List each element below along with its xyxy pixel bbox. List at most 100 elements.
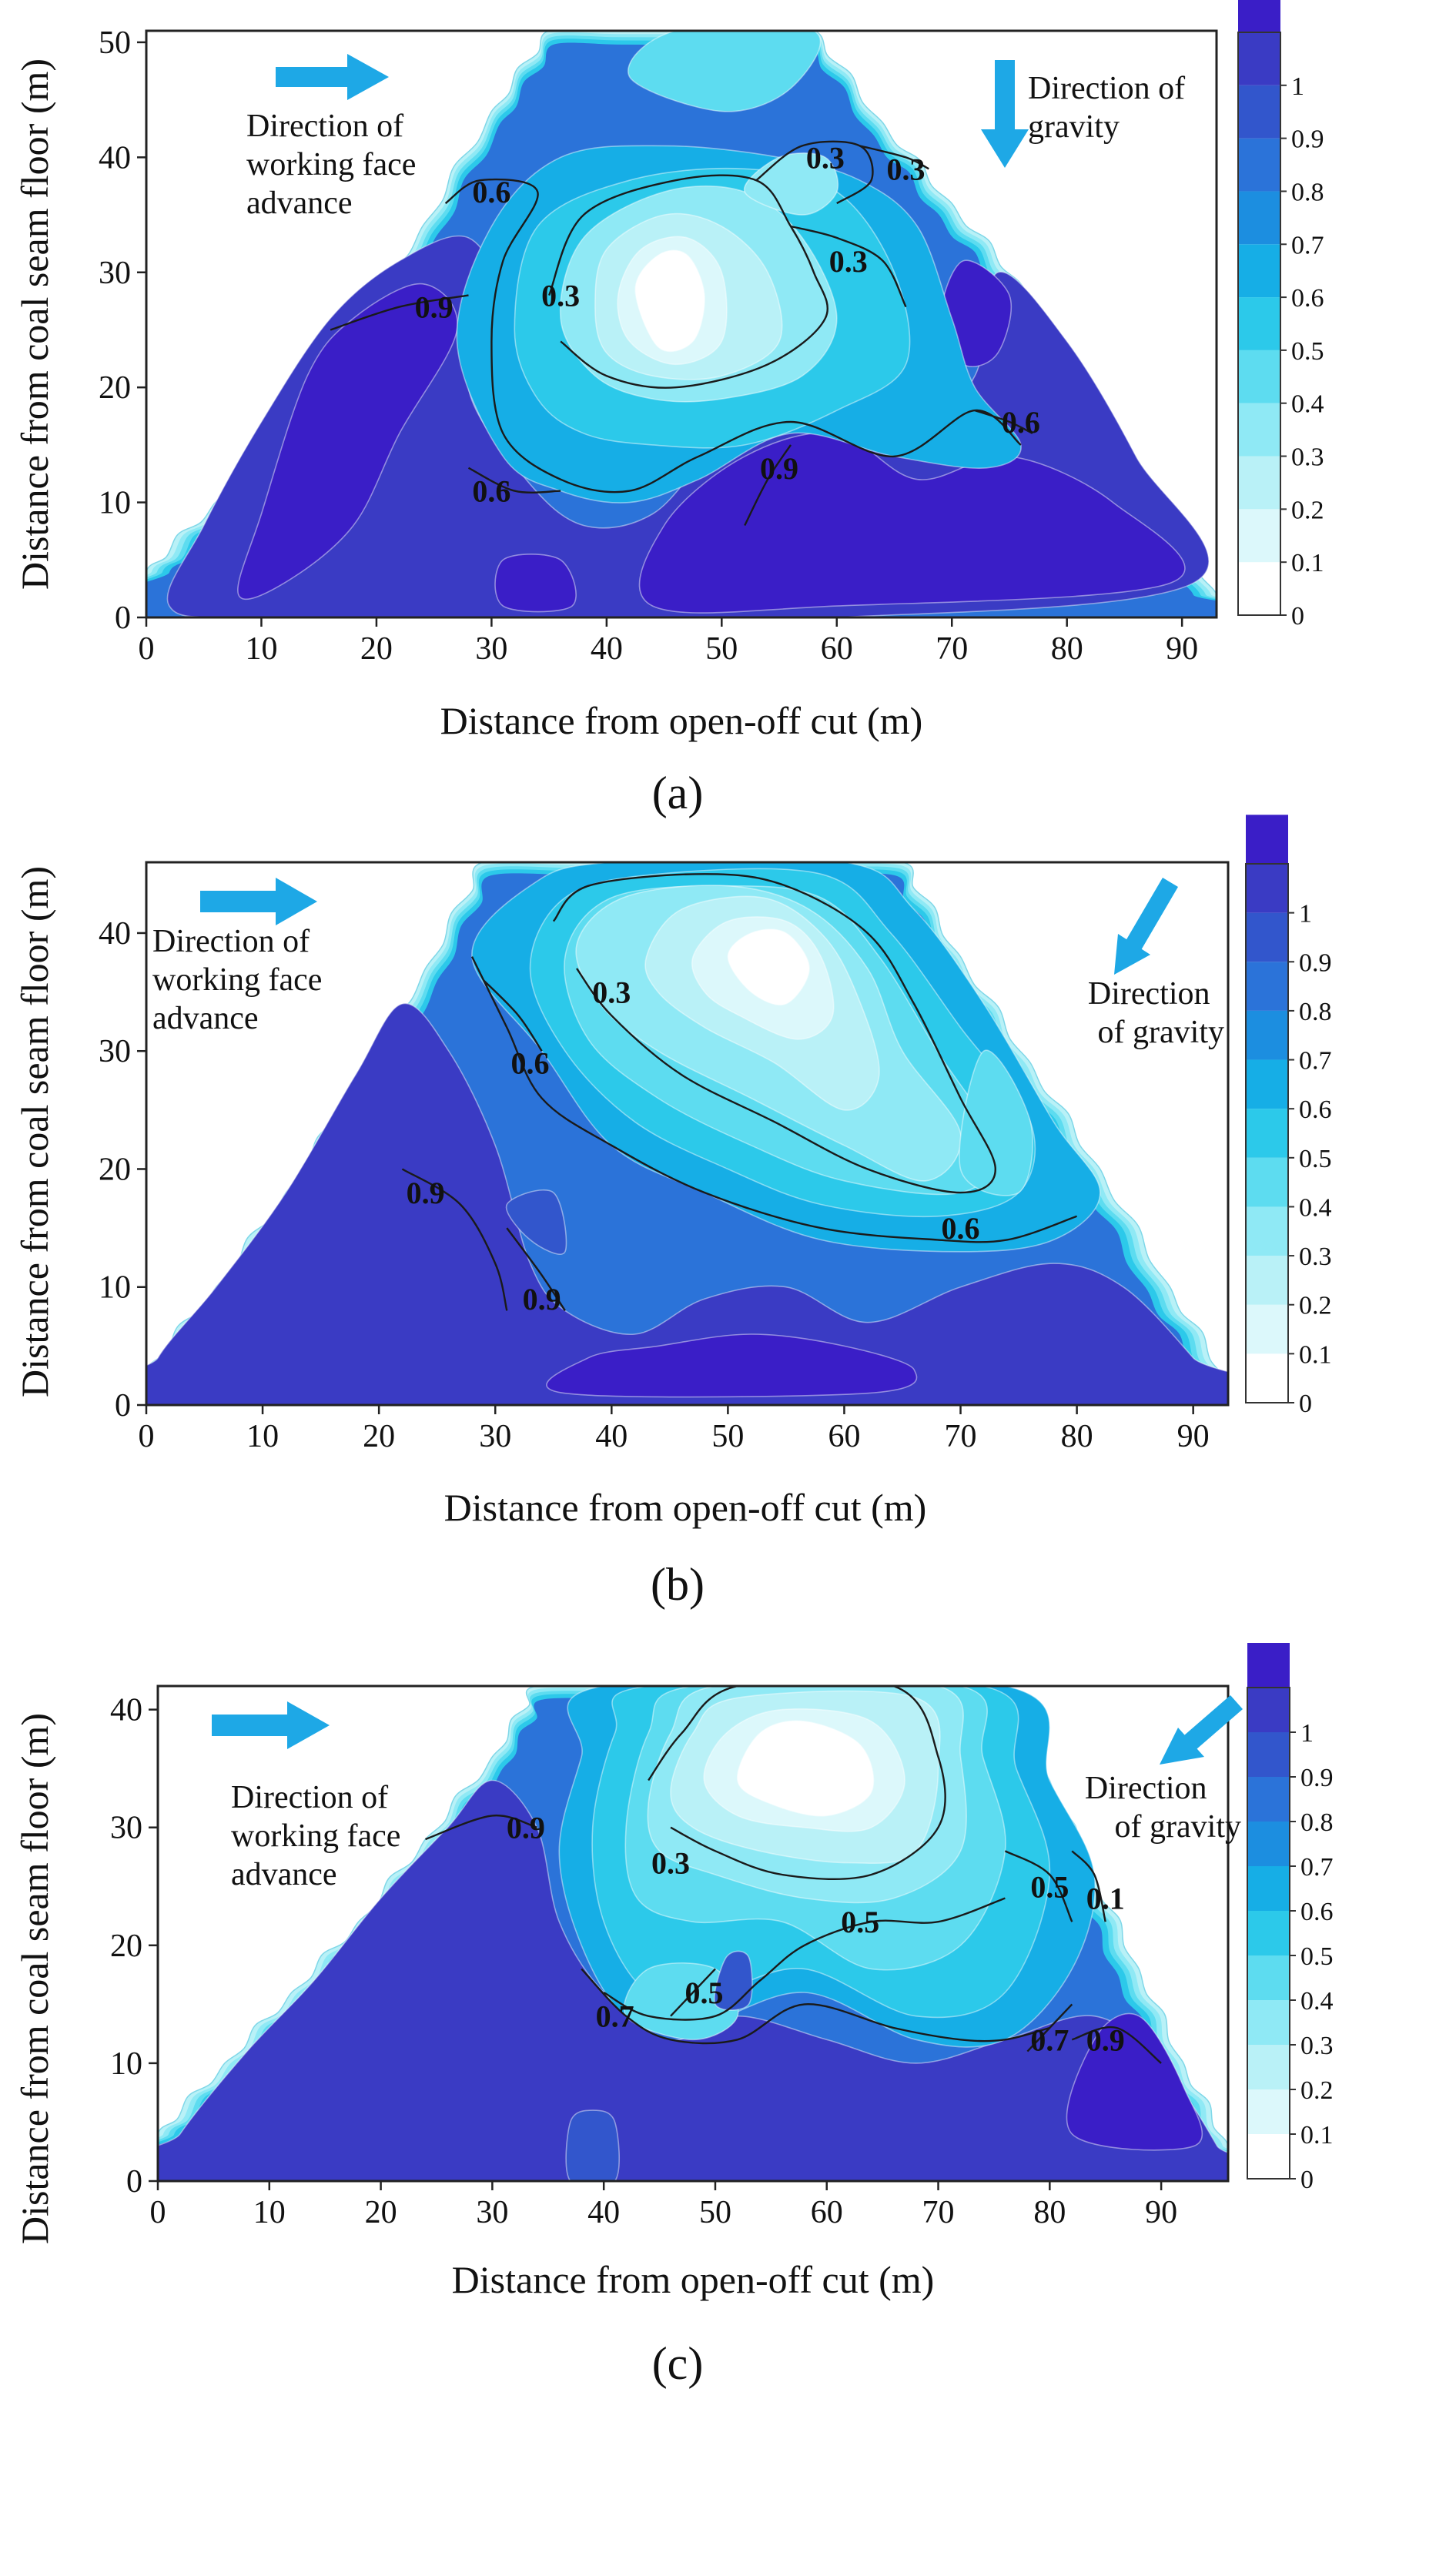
contour-label-layer: 0.3 0.6 0.6 0.9 0.9 xyxy=(407,975,980,1316)
colorbar-swatch-5 xyxy=(1246,1157,1288,1207)
contour-label-7: 0.6 xyxy=(472,474,510,509)
contour-line-4 xyxy=(859,145,929,170)
contour-line-2 xyxy=(755,140,874,205)
contour-region-2 xyxy=(1066,2012,1203,2151)
contour-line-1 xyxy=(547,174,829,389)
colorbar-label-0.3: 0.3 xyxy=(1300,2032,1334,2060)
contour-line-layer xyxy=(401,873,1077,1312)
gravity-line-2: of gravity xyxy=(1115,1809,1241,1845)
colorbar-swatch-10 xyxy=(1246,912,1288,962)
y-tick-label-20: 20 xyxy=(99,370,131,406)
advance-arrow xyxy=(200,878,317,925)
advance-line-1: Direction of xyxy=(246,109,403,144)
y-axis-ticks: 0 10 20 30 40 xyxy=(110,1693,158,2200)
contour-line-1 xyxy=(648,1686,946,1881)
colorbar-label-1: 1 xyxy=(1300,1719,1314,1748)
contour-label-2: 0.5 xyxy=(841,1905,879,1939)
colorbar-label-0.6: 0.6 xyxy=(1299,1096,1332,1124)
colorbar-swatch-10 xyxy=(1238,85,1280,139)
colorbar-swatch-2 xyxy=(1246,1304,1288,1354)
contour-line-layer xyxy=(330,140,1033,527)
x-tick-label-40: 40 xyxy=(587,2195,620,2230)
x-tick-label-20: 20 xyxy=(365,2195,397,2230)
colorbar-label-0.4: 0.4 xyxy=(1300,1987,1334,2016)
contour-line-6 xyxy=(1026,2003,1073,2052)
colorbar-label-0.7: 0.7 xyxy=(1291,231,1324,259)
x-tick-label-30: 30 xyxy=(476,2195,508,2230)
panel-c: 0.30.50.50.50.70.70.90.90.1 0 10 20 30 40 50 6… xyxy=(13,1643,1334,2389)
colorbar-label-0.8: 0.8 xyxy=(1291,178,1324,206)
colorbar-swatch-8 xyxy=(1246,1010,1288,1060)
gravity-annotation: Direction of gravity xyxy=(1085,1771,1241,1845)
x-tick-label-20: 20 xyxy=(360,631,393,667)
colorbar: 0 0.1 0.2 0.3 0.4 0.5 0.6 0.7 0.8 0.9 1 xyxy=(1237,0,1324,631)
colorbar-label-0.3: 0.3 xyxy=(1291,443,1324,472)
contour-line-7 xyxy=(425,1815,537,1841)
contour-label-1: 0.3 xyxy=(592,975,631,1010)
x-axis-label: Distance from open-off cut (m) xyxy=(440,699,923,742)
y-axis-label: Distance from coal seam floor (m) xyxy=(13,59,56,590)
gravity-line-1: Direction xyxy=(1088,976,1210,1012)
colorbar-swatch-8 xyxy=(1238,191,1280,245)
colorbar-swatch-7 xyxy=(1246,1059,1288,1109)
contour-region-11 xyxy=(959,1049,1033,1196)
colorbar-swatch-1 xyxy=(1247,2134,1290,2179)
contour-label-6: 0.6 xyxy=(1002,405,1040,440)
panel-b: 0.30.60.60.90.9 0 10 20 30 40 50 60 70 80 90 0102… xyxy=(13,815,1332,1610)
contour-line-3 xyxy=(1004,1850,1073,1922)
x-tick-label-30: 30 xyxy=(479,1419,511,1454)
contour-region-8 xyxy=(628,31,822,112)
contour-label-2: 0.6 xyxy=(942,1211,980,1246)
x-tick-label-0: 0 xyxy=(139,1419,155,1454)
contour-line-6 xyxy=(974,409,1033,434)
advance-arrow xyxy=(212,1701,330,1749)
advance-line-2: working face xyxy=(231,1818,400,1854)
contour-region-13 xyxy=(744,152,839,216)
x-tick-label-30: 30 xyxy=(475,631,507,667)
contour-label-4: 0.5 xyxy=(684,1975,723,2010)
colorbar-swatch-9 xyxy=(1246,962,1288,1011)
contour-line-4 xyxy=(401,1168,508,1311)
plot-frame xyxy=(145,861,1230,1407)
colorbar-swatch-6 xyxy=(1246,1109,1288,1158)
contour-label-5: 0.9 xyxy=(523,1282,561,1316)
colorbar-swatch-12 xyxy=(1238,0,1280,33)
contour-line-3 xyxy=(483,979,543,1052)
contour-region-10 xyxy=(727,928,810,1005)
contour-label-5: 0.6 xyxy=(472,175,510,209)
advance-line-1: Direction of xyxy=(231,1780,388,1815)
colorbar-label-0.1: 0.1 xyxy=(1299,1340,1332,1369)
colorbar: 0 0.1 0.2 0.3 0.4 0.5 0.6 0.7 0.8 0.9 1 xyxy=(1245,815,1332,1418)
colorbar-label-0.5: 0.5 xyxy=(1291,337,1324,366)
y-tick-label-0: 0 xyxy=(115,1388,131,1423)
contour-label-9: 0.9 xyxy=(760,451,798,486)
colorbar-label-0.7: 0.7 xyxy=(1299,1047,1332,1076)
colorbar-swatch-12 xyxy=(1247,1643,1290,1688)
contour-label-4: 0.9 xyxy=(407,1176,445,1210)
colorbar-swatch-3 xyxy=(1238,456,1280,510)
contour-label-8: 0.9 xyxy=(1086,2022,1125,2057)
contour-line-2 xyxy=(603,1897,1006,2021)
colorbar-label-0.8: 0.8 xyxy=(1299,998,1332,1026)
advance-annotation: Direction of working face advance xyxy=(231,1780,409,1892)
contour-region-3 xyxy=(565,2109,621,2181)
colorbar-swatch-9 xyxy=(1238,138,1280,192)
colorbar-label-0.4: 0.4 xyxy=(1291,390,1324,419)
colorbar-label-0.6: 0.6 xyxy=(1300,1898,1334,1926)
colorbar-swatch-7 xyxy=(1247,1866,1290,1911)
gravity-arrow xyxy=(1160,1695,1243,1765)
colorbar-swatch-6 xyxy=(1238,297,1280,350)
colorbar-swatch-6 xyxy=(1247,1911,1290,1955)
contour-label-1: 0.3 xyxy=(541,279,580,313)
contour-label-4: 0.3 xyxy=(886,152,925,186)
x-tick-label-40: 40 xyxy=(595,1419,628,1454)
y-tick-label-20: 20 xyxy=(110,1929,142,1964)
y-tick-label-40: 40 xyxy=(99,140,131,176)
contour-line-5 xyxy=(506,1227,566,1312)
advance-annotation: Direction of working face advance xyxy=(152,924,330,1036)
contour-label-8: 0.9 xyxy=(415,290,454,325)
colorbar-label-0: 0 xyxy=(1299,1390,1312,1418)
gravity-annotation: Direction of gravity xyxy=(1028,71,1193,145)
gravity-arrow xyxy=(1114,878,1178,975)
contour-label-5: 0.7 xyxy=(596,1999,634,2034)
